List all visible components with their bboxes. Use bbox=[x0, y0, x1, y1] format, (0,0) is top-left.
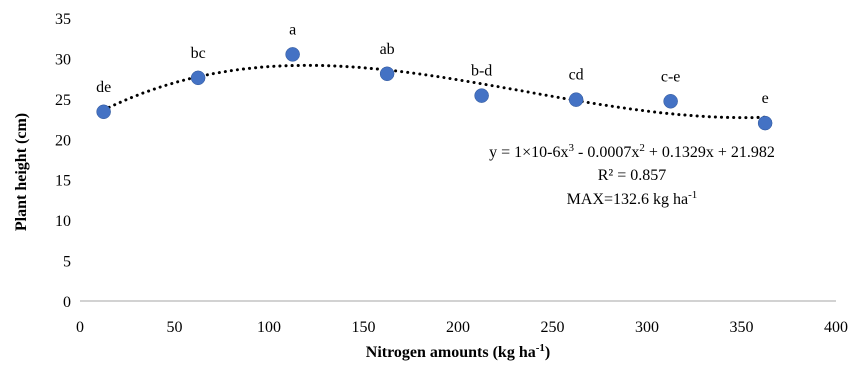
point-letter-labels: de bc a ab b-d cd c-e e bbox=[96, 21, 769, 107]
y-tick-label: 35 bbox=[55, 11, 71, 28]
x-tick-label: 50 bbox=[167, 319, 183, 336]
max-label: MAX=132.6 kg ha-1 bbox=[567, 189, 698, 208]
data-point bbox=[663, 94, 678, 109]
trendline bbox=[102, 63, 767, 120]
y-tick-label: 25 bbox=[55, 92, 71, 109]
trend-equation: y = 1×10-6x3 - 0.0007x2 + 0.1329x + 21.9… bbox=[489, 142, 775, 161]
x-tick-label: 350 bbox=[730, 319, 754, 336]
data-point bbox=[379, 66, 395, 82]
data-point bbox=[568, 92, 584, 107]
x-tick-label: 200 bbox=[446, 319, 470, 336]
x-tick-label: 300 bbox=[635, 319, 659, 336]
point-letter-label: c-e bbox=[661, 68, 681, 85]
point-letter-label: ab bbox=[380, 41, 395, 58]
y-tick-label: 15 bbox=[55, 173, 71, 190]
y-tick-labels: 0 5 10 15 20 25 30 35 bbox=[55, 11, 71, 311]
data-point bbox=[757, 115, 773, 131]
x-tick-label: 100 bbox=[257, 319, 281, 336]
x-axis-title: Nitrogen amounts (kg ha-1) bbox=[366, 342, 550, 361]
x-tick-label: 400 bbox=[824, 319, 848, 336]
x-tick-label: 0 bbox=[76, 319, 84, 336]
r-squared-label: R² = 0.857 bbox=[598, 167, 667, 184]
data-point bbox=[96, 104, 111, 120]
point-letter-label: cd bbox=[569, 67, 584, 84]
data-point bbox=[285, 47, 300, 62]
y-tick-label: 20 bbox=[55, 132, 71, 149]
data-point bbox=[190, 70, 206, 86]
x-tick-labels: 0 50 100 150 200 250 300 350 400 bbox=[76, 319, 848, 336]
point-letter-label: bc bbox=[191, 45, 206, 62]
x-tick-label: 150 bbox=[352, 319, 376, 336]
y-axis-title: Plant height (cm) bbox=[13, 113, 30, 231]
y-tick-label: 30 bbox=[55, 51, 71, 68]
point-letter-label: de bbox=[96, 79, 111, 96]
point-letter-label: b-d bbox=[471, 63, 492, 80]
y-tick-label: 5 bbox=[63, 254, 71, 271]
point-letter-label: e bbox=[762, 90, 769, 107]
y-tick-label: 10 bbox=[55, 213, 71, 230]
y-tick-label: 0 bbox=[63, 294, 71, 311]
data-points bbox=[96, 47, 773, 131]
x-tick-label: 250 bbox=[541, 319, 565, 336]
point-letter-label: a bbox=[289, 21, 296, 38]
data-point bbox=[474, 88, 489, 103]
